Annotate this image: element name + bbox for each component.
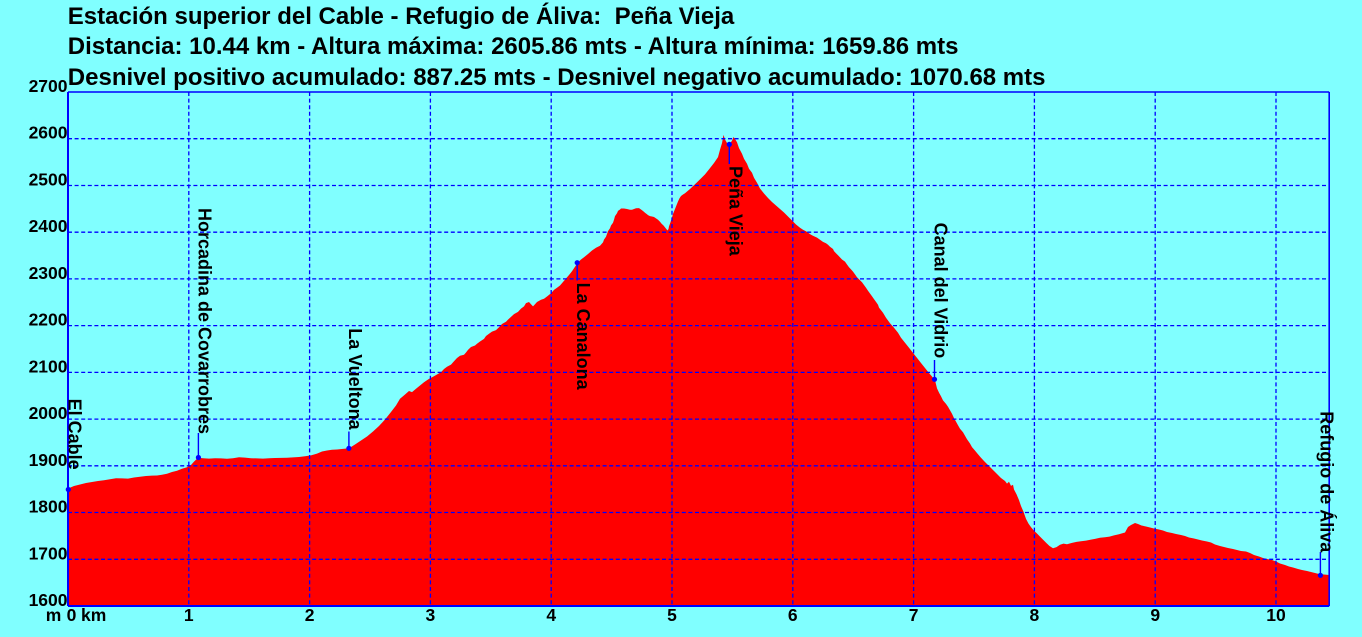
svg-text:4: 4 — [546, 605, 556, 625]
svg-text:5: 5 — [667, 605, 677, 625]
svg-text:km: km — [81, 605, 106, 625]
svg-text:Horcadina de Covarrobres: Horcadina de Covarrobres — [194, 208, 214, 434]
svg-text:2500: 2500 — [29, 170, 68, 190]
svg-text:2400: 2400 — [29, 216, 68, 236]
svg-text:1600: 1600 — [29, 590, 68, 610]
svg-text:9: 9 — [1150, 605, 1160, 625]
svg-text:8: 8 — [1030, 605, 1040, 625]
svg-text:1700: 1700 — [29, 543, 68, 563]
svg-text:1900: 1900 — [29, 450, 68, 470]
svg-text:6: 6 — [788, 605, 798, 625]
svg-text:Desnivel positivo acumulado: 8: Desnivel positivo acumulado: 887.25 mts … — [68, 64, 1046, 91]
svg-text:3: 3 — [426, 605, 436, 625]
svg-text:2000: 2000 — [29, 403, 68, 423]
svg-text:Refugio de Áliva: Refugio de Áliva — [1316, 411, 1337, 553]
svg-text:La Vueltona: La Vueltona — [345, 328, 365, 430]
svg-text:2100: 2100 — [29, 356, 68, 376]
svg-text:Distancia: 10.44 km - Altura m: Distancia: 10.44 km - Altura máxima: 260… — [68, 33, 959, 60]
svg-text:2300: 2300 — [29, 263, 68, 283]
svg-text:10: 10 — [1266, 605, 1286, 625]
svg-text:2700: 2700 — [29, 76, 68, 96]
svg-text:1800: 1800 — [29, 497, 68, 517]
svg-text:Peña Vieja: Peña Vieja — [725, 166, 745, 257]
svg-text:1: 1 — [184, 605, 194, 625]
svg-text:Estación superior del Cable -: Estación superior del Cable - Refugio de… — [68, 2, 735, 30]
svg-text:2600: 2600 — [29, 123, 68, 143]
svg-text:m: m — [46, 605, 62, 625]
svg-text:La Canalona: La Canalona — [573, 283, 593, 391]
svg-text:2200: 2200 — [29, 310, 68, 330]
svg-text:0: 0 — [67, 605, 77, 625]
svg-text:Canal del Vidrio: Canal del Vidrio — [931, 223, 951, 359]
svg-text:7: 7 — [909, 605, 919, 625]
svg-text:El Cable: El Cable — [64, 399, 84, 470]
svg-text:2: 2 — [305, 605, 315, 625]
